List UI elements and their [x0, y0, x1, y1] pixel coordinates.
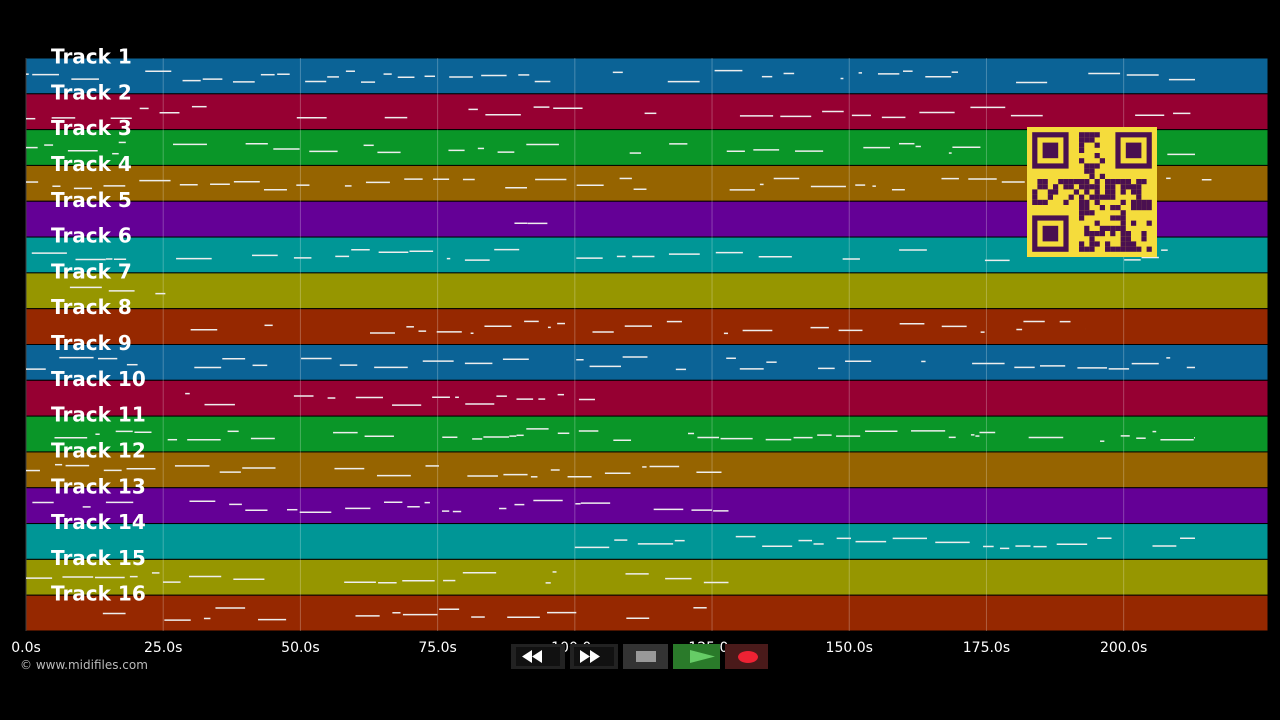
track-label: Track 1: [51, 45, 132, 69]
track-band: [25, 93, 1269, 131]
stop-button[interactable]: [623, 644, 668, 669]
track-label: Track 8: [51, 295, 132, 319]
track-band: [25, 344, 1269, 381]
track-label: Track 6: [51, 224, 132, 248]
track-band: [25, 523, 1269, 560]
track-band: [25, 57, 1269, 95]
track-band: [25, 451, 1269, 489]
x-tick-label: 0.0s: [11, 640, 41, 656]
x-tick-label: 200.0s: [1100, 640, 1147, 656]
x-tick-label: 175.0s: [963, 640, 1010, 656]
rewind-button[interactable]: [511, 644, 565, 669]
fast-forward-button[interactable]: [570, 644, 618, 669]
track-band: [25, 415, 1269, 453]
qr-code: [1027, 127, 1157, 257]
track-label: Track 14: [51, 510, 146, 534]
track-label: Track 11: [51, 403, 146, 427]
track-label: Track 2: [51, 80, 132, 104]
track-label: Track 7: [51, 259, 132, 283]
track-label: Track 3: [51, 116, 132, 140]
track-band: [25, 379, 1269, 417]
x-tick-label: 50.0s: [281, 640, 319, 656]
track-label: Track 16: [51, 582, 146, 606]
credit: © www.midifiles.com: [20, 658, 148, 672]
track-band: [25, 558, 1269, 596]
play-button[interactable]: [673, 644, 720, 669]
track-label: Track 10: [51, 367, 146, 391]
track-label: Track 15: [51, 546, 146, 570]
track-label: Track 12: [51, 438, 146, 462]
track-band: [25, 272, 1269, 310]
track-band: [25, 487, 1269, 525]
transport-controls: [511, 644, 768, 669]
x-tick-label: 25.0s: [144, 640, 182, 656]
track-label: Track 13: [51, 474, 146, 498]
x-tick-label: 75.0s: [418, 640, 456, 656]
track-label: Track 9: [51, 331, 132, 355]
x-tick-label: 150.0s: [826, 640, 873, 656]
track-label: Track 4: [51, 152, 132, 176]
track-band: [25, 594, 1269, 632]
record-button[interactable]: [725, 644, 768, 669]
track-label: Track 5: [51, 188, 132, 212]
